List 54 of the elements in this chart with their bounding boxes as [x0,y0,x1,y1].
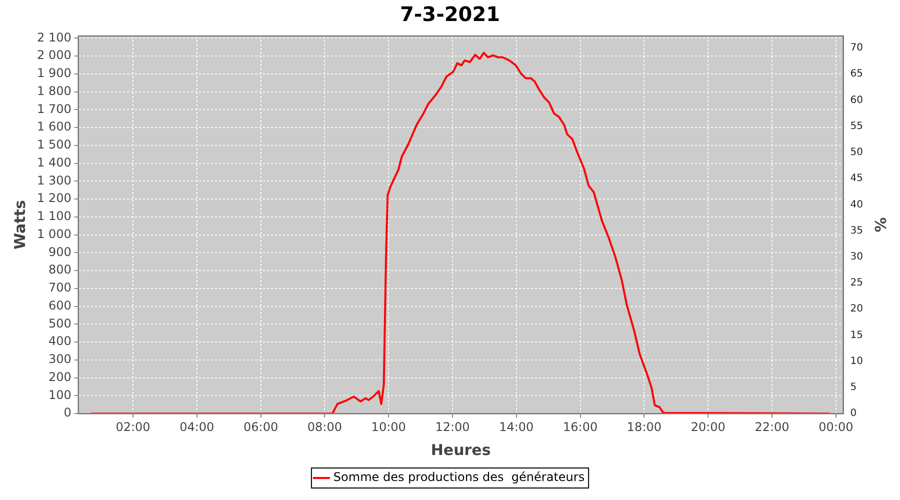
y2-tick-label: 55 [850,120,864,132]
y-tick-label: 900 [48,244,72,259]
y-tick-label: 0 [64,406,72,420]
x-tick-label: 16:00 [563,420,598,434]
y-tick-label: 1 700 [36,102,72,116]
y-tick-label: 1 400 [36,155,72,170]
y-tick-label: 1 900 [36,66,72,80]
y-tick-label: 1 100 [36,209,72,224]
y-tick-label: 800 [48,262,72,277]
x-tick-label: 12:00 [435,420,470,434]
y2-tick-label: 5 [850,382,857,394]
x-tick-label: 08:00 [307,420,342,434]
y2-tick-label: 65 [850,68,864,80]
y2-tick-label: 60 [850,94,864,106]
x-axis-title: Heures [430,440,491,459]
y-tick-label: 1 200 [36,191,72,206]
x-tick-label: 10:00 [371,420,406,434]
y-tick-label: 500 [48,316,72,330]
y-tick-label: 600 [48,298,72,312]
y-tick-label: 1 300 [36,173,72,188]
x-tick-label: 18:00 [626,420,662,434]
x-tick-label: 00:00 [818,420,854,434]
x-tick-label: 02:00 [116,420,150,434]
y2-tick-label: 35 [850,225,864,236]
y-tick-label: 1 600 [36,120,72,134]
y-tick-label: 100 [48,388,72,402]
x-tick-label: 14:00 [499,420,534,434]
y2-tick-label: 45 [850,173,864,184]
y-tick-label: 2 000 [36,48,72,62]
y2-axis-title: % [871,217,890,232]
y2-tick-label: 70 [850,42,864,54]
y-tick-label: 1 500 [36,138,72,152]
x-tick-label: 06:00 [244,420,278,434]
chart-title: 7-3-2021 [400,2,500,26]
x-tick-label: 22:00 [754,420,790,434]
y2-tick-label: 25 [850,278,864,289]
y-tick-label: 2 100 [36,30,72,44]
y-tick-label: 200 [48,370,72,384]
y2-tick-label: 30 [850,252,864,263]
x-tick-label: 04:00 [180,420,214,434]
y2-tick-label: 15 [850,330,864,341]
legend-label: Somme des productions des générateurs [333,470,585,484]
y-tick-label: 300 [48,352,72,366]
y-tick-label: 700 [48,280,72,295]
y-tick-label: 1 000 [36,226,72,241]
y2-tick-label: 10 [850,356,864,367]
y-tick-label: 400 [48,334,72,348]
y2-tick-label: 50 [850,147,864,158]
y-tick-label: 1 800 [36,84,72,98]
y-axis-title: Watts [10,200,29,250]
y2-tick-label: 20 [850,304,864,315]
y2-tick-label: 0 [850,408,857,420]
x-tick-label: 20:00 [690,420,726,434]
y2-tick-label: 40 [850,199,864,210]
